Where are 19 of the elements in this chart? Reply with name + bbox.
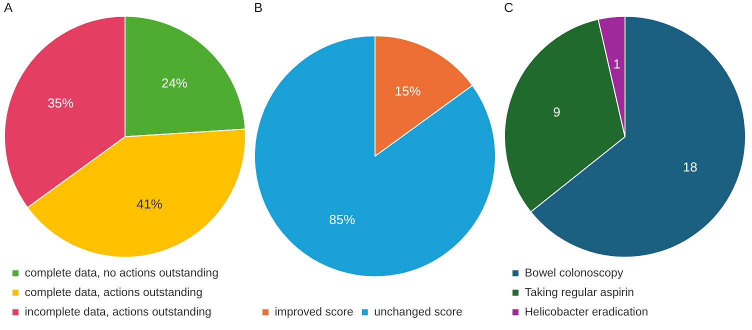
data-label: 9 <box>553 104 560 120</box>
chart-title: A <box>4 0 13 15</box>
chart-title: C <box>504 0 514 15</box>
legend-label: Helicobacter eradication <box>524 306 648 318</box>
legend-label: complete data, actions outstanding <box>24 286 202 299</box>
legend-label: improved score <box>274 306 354 318</box>
data-label: 24% <box>161 76 188 91</box>
data-label: 1 <box>613 56 621 72</box>
data-label: 85% <box>329 212 356 228</box>
chart-title: B <box>254 0 263 15</box>
data-label: 15% <box>394 83 422 98</box>
legend-label: unchanged score <box>374 306 462 318</box>
legend-label: Bowel colonoscopy <box>524 267 624 280</box>
legend-label: incomplete data, actions outstanding <box>24 306 212 318</box>
legend-label: Taking regular aspirin <box>524 286 634 299</box>
data-label: 35% <box>48 96 74 111</box>
data-label: 41% <box>136 196 163 212</box>
legend-label: complete data, no actions outstanding <box>24 267 218 280</box>
data-label: 18 <box>682 160 698 175</box>
